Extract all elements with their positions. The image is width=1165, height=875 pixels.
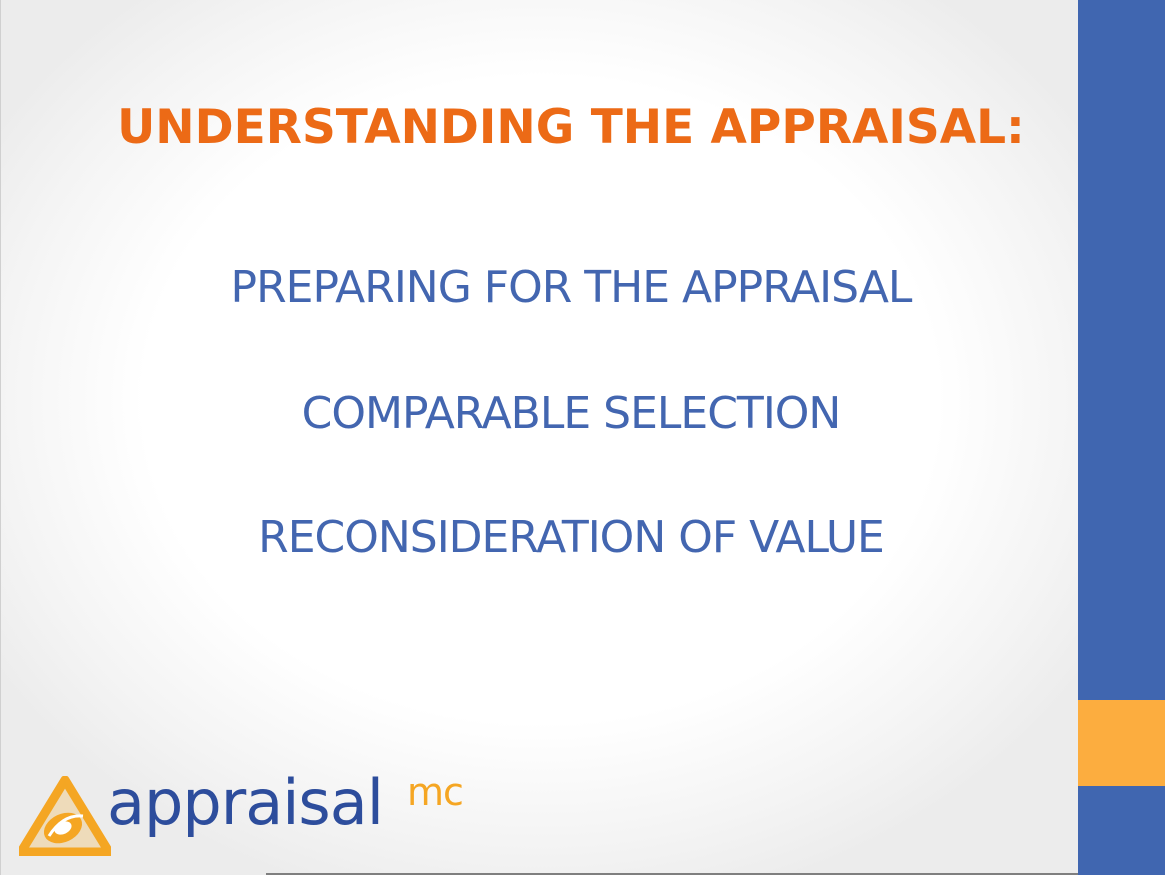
appraisal-mc-logo: appraisal mc [19, 764, 499, 864]
slide-title: UNDERSTANDING THE APPRAISAL: [117, 100, 1025, 155]
agenda-item-reconsideration: RECONSIDERATION OF VALUE [258, 512, 885, 563]
logo-superscript: mc [407, 770, 464, 814]
bottom-divider [266, 873, 1078, 875]
side-bar-top-segment [1078, 0, 1165, 700]
side-bar-accent-segment [1078, 700, 1165, 786]
agenda-item-preparing: PREPARING FOR THE APPRAISAL [230, 262, 913, 313]
appraisal-logo-icon [19, 776, 111, 856]
logo-wordmark: appraisal [107, 766, 384, 839]
side-bar [1078, 0, 1165, 875]
side-bar-bottom-segment [1078, 786, 1165, 875]
agenda-item-comparable-selection: COMPARABLE SELECTION [301, 388, 842, 439]
